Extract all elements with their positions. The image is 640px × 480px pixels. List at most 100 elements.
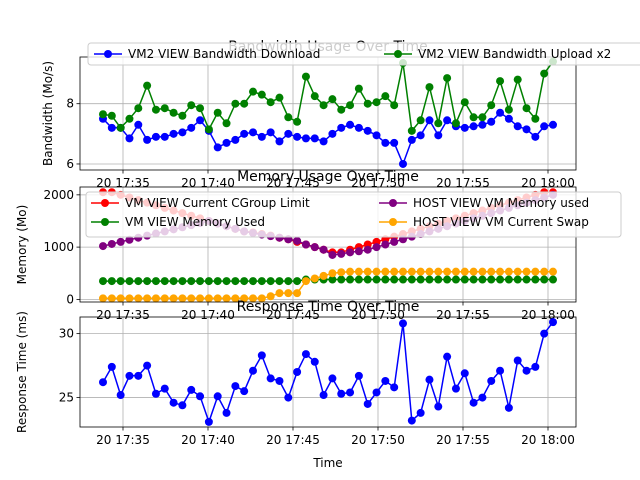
- x-tick-label: 20 17:55: [436, 308, 490, 322]
- y-tick-label: 6: [66, 157, 74, 171]
- data-point: [178, 294, 187, 303]
- data-point: [390, 138, 399, 147]
- data-point: [531, 267, 540, 276]
- data-point: [478, 275, 487, 284]
- data-point: [496, 77, 505, 86]
- data-point: [319, 101, 328, 110]
- data-point: [407, 267, 416, 276]
- data-point: [407, 416, 416, 425]
- data-point: [231, 277, 240, 286]
- data-point: [249, 294, 257, 303]
- data-point: [434, 119, 443, 128]
- data-point: [513, 275, 522, 284]
- data-point: [125, 235, 134, 244]
- data-point: [390, 275, 399, 284]
- data-point: [266, 374, 275, 383]
- data-point: [487, 117, 496, 126]
- x-tick-label: 20 17:50: [351, 433, 405, 447]
- data-point: [222, 277, 231, 286]
- data-point: [178, 111, 187, 120]
- data-point: [151, 132, 160, 141]
- data-point: [240, 387, 249, 396]
- data-point: [354, 267, 363, 276]
- legend-marker: [101, 218, 109, 226]
- data-point: [160, 384, 169, 393]
- data-point: [469, 275, 478, 284]
- x-tick-label: 20 17:35: [96, 176, 150, 190]
- data-point: [319, 391, 328, 400]
- x-tick-label: 20 17:40: [181, 433, 235, 447]
- legend-label: VM VIEW Current CGroup Limit: [125, 196, 310, 210]
- data-point: [266, 277, 275, 286]
- legend-box: [85, 191, 622, 238]
- data-point: [187, 277, 196, 286]
- data-point: [204, 417, 213, 426]
- data-point: [107, 294, 116, 303]
- x-tick-label: 20 18:00: [521, 433, 575, 447]
- data-point: [513, 267, 522, 276]
- data-point: [513, 122, 522, 131]
- data-point: [487, 376, 496, 385]
- data-point: [266, 292, 275, 301]
- data-point: [319, 245, 328, 254]
- data-point: [310, 243, 319, 252]
- data-point: [540, 329, 549, 338]
- data-point: [372, 267, 381, 276]
- data-point: [134, 277, 143, 286]
- data-point: [134, 371, 143, 380]
- data-point: [196, 277, 205, 286]
- data-point: [328, 95, 337, 104]
- data-point: [337, 105, 346, 114]
- data-point: [522, 275, 531, 284]
- data-point: [337, 389, 346, 398]
- data-point: [266, 128, 275, 137]
- data-point: [160, 277, 169, 286]
- data-point: [443, 352, 452, 361]
- data-point: [407, 126, 416, 135]
- data-point: [513, 75, 522, 84]
- data-point: [549, 267, 557, 276]
- legend-label: VM2 VIEW Bandwidth Upload x2: [418, 47, 611, 61]
- data-point: [443, 74, 452, 83]
- data-point: [257, 294, 266, 303]
- data-point: [125, 294, 134, 303]
- data-point: [284, 129, 293, 138]
- data-point: [107, 239, 116, 248]
- data-point: [240, 277, 249, 286]
- data-point: [549, 275, 557, 284]
- data-point: [169, 294, 178, 303]
- data-point: [469, 122, 478, 131]
- data-point: [310, 357, 319, 366]
- legend-marker: [389, 218, 397, 226]
- data-point: [496, 267, 505, 276]
- data-point: [425, 375, 434, 384]
- data-point: [549, 318, 557, 327]
- data-point: [187, 101, 196, 110]
- data-point: [531, 362, 540, 371]
- data-point: [399, 319, 407, 328]
- data-point: [213, 277, 222, 286]
- data-point: [160, 132, 169, 141]
- data-point: [522, 104, 531, 113]
- data-point: [196, 104, 205, 113]
- data-point: [407, 275, 416, 284]
- y-tick-label: 8: [66, 97, 74, 111]
- data-point: [354, 247, 363, 256]
- data-point: [310, 92, 319, 101]
- data-point: [310, 274, 319, 283]
- legend-label: VM VIEW Memory Used: [125, 215, 265, 229]
- data-point: [425, 267, 434, 276]
- data-point: [293, 277, 302, 286]
- data-point: [240, 294, 249, 303]
- data-point: [266, 98, 275, 107]
- data-point: [240, 99, 249, 108]
- x-tick-label: 20 17:45: [266, 176, 320, 190]
- data-point: [310, 134, 319, 143]
- legend-label: HOST VIEW VM Current Swap: [413, 215, 589, 229]
- data-point: [496, 366, 505, 375]
- data-point: [257, 351, 266, 360]
- chart-title: Response Time Over Time: [237, 299, 420, 315]
- data-point: [99, 294, 107, 303]
- data-point: [275, 137, 284, 146]
